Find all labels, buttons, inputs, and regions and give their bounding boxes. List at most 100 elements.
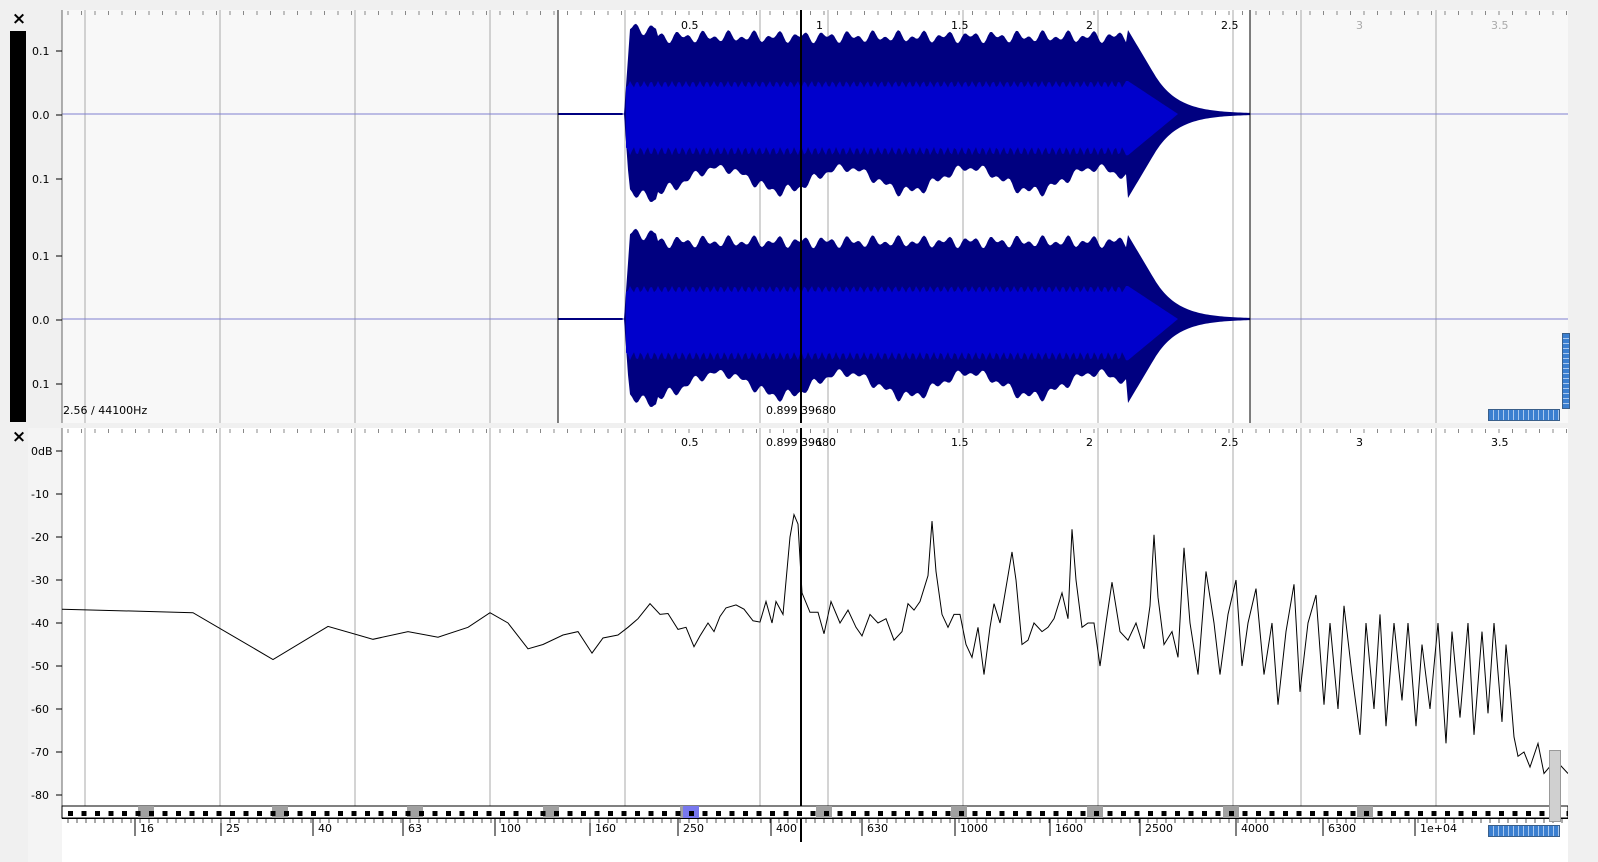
band-marker: [608, 811, 613, 816]
band-marker: [1067, 811, 1072, 816]
band-marker: [1472, 811, 1477, 816]
time-label: 1: [816, 436, 823, 449]
close-waveform-icon[interactable]: ×: [11, 9, 27, 29]
band-marker: [905, 811, 910, 816]
waveform-core: [626, 286, 1178, 361]
band-marker: [405, 811, 411, 816]
band-marker: [1269, 811, 1275, 816]
band-marker: [1337, 811, 1342, 816]
band-marker: [284, 811, 289, 816]
band-marker: [338, 811, 343, 816]
band-marker: [635, 811, 640, 816]
band-marker: [1148, 811, 1153, 816]
band-marker: [419, 811, 424, 816]
spectrum-view[interactable]: 0dB -10 -20 -30 -40 -50 -60 -70 -80 0.5 1 1.5 2 2.5 3…: [28, 428, 1568, 862]
band-marker: [1094, 811, 1099, 816]
band-marker: [176, 811, 181, 816]
band-marker: [918, 811, 924, 816]
band-marker: [716, 811, 721, 816]
amplitude-label: 0.0: [32, 109, 50, 122]
band-marker: [459, 811, 465, 816]
time-label: 2.5: [1221, 19, 1239, 32]
band-marker: [1391, 811, 1396, 816]
time-label: 1.5: [951, 436, 969, 449]
spectrum-panel[interactable]: 0dB -10 -20 -30 -40 -50 -60 -70 -80 0.5 1 1.5 2 2.5 3…: [28, 428, 1568, 862]
time-label: 2: [1086, 19, 1093, 32]
band-marker: [1107, 811, 1113, 816]
band-marker: [270, 811, 276, 816]
waveform-cursor-readout: 0.899 39680: [766, 404, 836, 417]
band-marker: [567, 811, 573, 816]
spectrum-axis-background: [28, 428, 62, 862]
band-marker: [1026, 811, 1032, 816]
band-marker: [1053, 811, 1059, 816]
band-marker: [216, 811, 222, 816]
band-marker: [1418, 811, 1423, 816]
band-marker: [972, 811, 978, 816]
band-marker: [621, 811, 627, 816]
band-marker: [783, 811, 789, 816]
band-marker: [1040, 811, 1045, 816]
band-marker: [824, 811, 829, 816]
band-marker: [1188, 811, 1194, 816]
spectrum-cursor-readout: 0.899 39680: [766, 436, 836, 449]
spectrum-vertical-zoom-scroll[interactable]: [1549, 750, 1561, 822]
waveform-horizontal-zoom-scroll[interactable]: [1488, 409, 1560, 421]
freq-label: 16: [140, 822, 154, 835]
freq-label: 1e+04: [1420, 822, 1457, 835]
time-label: 1.5: [951, 19, 969, 32]
close-spectrum-icon[interactable]: ×: [11, 427, 27, 447]
band-marker: [1377, 811, 1383, 816]
level-meter-bar: [10, 31, 26, 422]
band-marker: [203, 811, 208, 816]
band-marker: [1364, 811, 1369, 816]
band-marker: [1526, 811, 1531, 816]
band-marker: [1445, 811, 1450, 816]
spectrum-horizontal-zoom-scroll[interactable]: [1488, 825, 1560, 837]
time-label: 0.5: [681, 19, 699, 32]
freq-label: 1000: [960, 822, 988, 835]
band-marker: [1499, 811, 1504, 816]
freq-label: 4000: [1241, 822, 1269, 835]
band-marker: [891, 811, 897, 816]
waveform-view[interactable]: 0.1 0.0 0.1 0.1 0.0 0.1 0.5 1 1.5 2 2.5 3 3.5: [28, 10, 1568, 423]
amplitude-label: 0.0: [32, 314, 50, 327]
band-marker: [702, 811, 708, 816]
waveform-panel[interactable]: 0.1 0.0 0.1 0.1 0.0 0.1 0.5 1 1.5 2 2.5 3 3.5: [28, 10, 1568, 423]
band-marker: [81, 811, 87, 816]
band-marker: [527, 811, 532, 816]
band-marker: [878, 811, 883, 816]
band-marker: [851, 811, 856, 816]
band-marker: [500, 811, 505, 816]
band-marker: [149, 811, 154, 816]
db-label: -30: [31, 574, 49, 587]
band-marker: [1350, 811, 1356, 816]
frequency-band-strip[interactable]: [61, 805, 1568, 819]
band-marker: [581, 811, 586, 816]
freq-label: 2500: [1145, 822, 1173, 835]
band-marker: [864, 811, 870, 816]
waveform-vertical-zoom-scroll[interactable]: [1562, 333, 1570, 409]
freq-label: 100: [500, 822, 521, 835]
band-marker: [999, 811, 1005, 816]
band-marker: [1296, 811, 1302, 816]
spectrum-curve: [61, 512, 1568, 775]
band-marker: [1566, 811, 1568, 816]
amplitude-label: 0.1: [32, 173, 50, 186]
band-marker: [540, 811, 546, 816]
band-marker: [432, 811, 438, 816]
freq-label: 40: [318, 822, 332, 835]
band-marker: [473, 811, 478, 816]
time-label: 3.5: [1491, 19, 1509, 32]
freq-label: 630: [867, 822, 888, 835]
band-marker: [1175, 811, 1180, 816]
amplitude-label: 0.1: [32, 45, 50, 58]
band-marker: [1134, 811, 1140, 816]
time-label: 2: [1086, 436, 1093, 449]
amplitude-label: 0.1: [32, 378, 50, 391]
db-label: -10: [31, 488, 49, 501]
band-marker: [986, 811, 991, 816]
band-marker: [378, 811, 384, 816]
band-marker: [122, 811, 127, 816]
band-marker: [108, 811, 114, 816]
